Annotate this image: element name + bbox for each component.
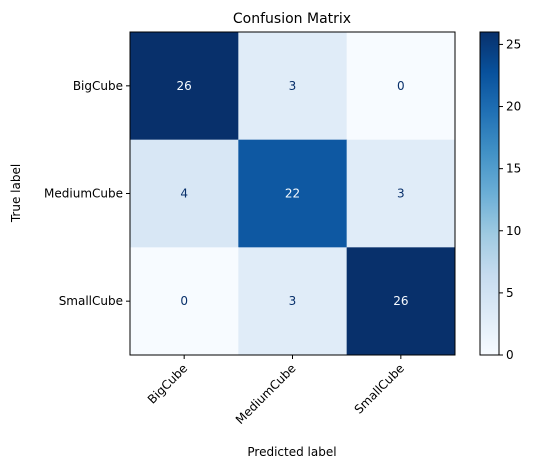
heatmap-cell (130, 247, 239, 356)
cell-value-label: 3 (289, 294, 297, 308)
x-tick-label: BigCube (145, 361, 190, 406)
colorbar-tick-label: 15 (506, 162, 521, 176)
x-tick-label: MediumCube (233, 361, 299, 427)
colorbar-tick-label: 25 (506, 37, 521, 51)
cell-value-label: 3 (289, 79, 297, 93)
y-axis-ticks: BigCube MediumCube SmallCube (44, 79, 130, 308)
heatmap-cell (238, 139, 348, 248)
heatmap-cell (346, 247, 456, 356)
cell-value-label: 0 (397, 79, 405, 93)
x-tick-label: SmallCube (352, 361, 407, 416)
cell-value-label: 26 (177, 79, 192, 93)
heatmap-cell (130, 139, 239, 248)
heatmap-cells (130, 32, 456, 356)
heatmap-cell (238, 32, 348, 141)
heatmap-cell (346, 139, 456, 248)
cell-value-label: 22 (285, 187, 300, 201)
cell-value-label: 26 (393, 294, 408, 308)
y-tick-label: SmallCube (59, 294, 123, 308)
x-axis-ticks: BigCube MediumCube SmallCube (145, 355, 407, 427)
colorbar-ticks: 0 5 10 15 20 25 (499, 37, 521, 362)
colorbar-tick-label: 0 (506, 348, 514, 362)
heatmap-cell (346, 32, 456, 141)
colorbar-tick-label: 5 (506, 286, 514, 300)
colorbar-tick-label: 20 (506, 100, 521, 114)
x-axis-label: Predicted label (247, 445, 336, 459)
chart-title: Confusion Matrix (233, 11, 351, 27)
heatmap-cell-labels: 26 3 0 4 22 3 0 3 26 (177, 79, 409, 308)
colorbar (479, 31, 500, 356)
cell-value-label: 0 (180, 294, 188, 308)
cell-value-label: 4 (180, 187, 188, 201)
heatmap-cell (130, 32, 239, 141)
heatmap-cell (238, 247, 348, 356)
colorbar-tick-label: 10 (506, 224, 521, 238)
y-tick-label: MediumCube (44, 187, 123, 201)
cell-value-label: 3 (397, 187, 405, 201)
y-tick-label: BigCube (73, 79, 123, 93)
y-axis-label: True label (9, 164, 23, 223)
